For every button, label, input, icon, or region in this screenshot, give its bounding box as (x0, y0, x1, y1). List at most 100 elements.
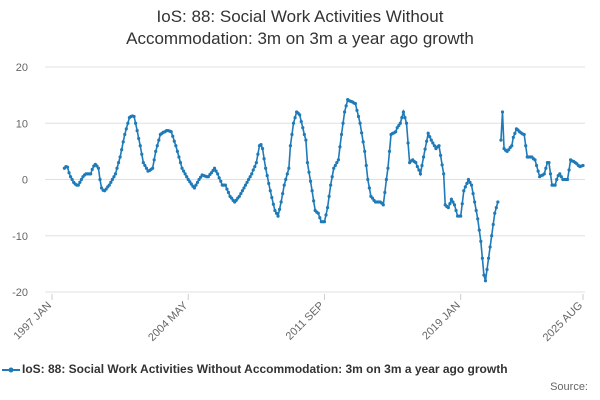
data-point (133, 121, 138, 125)
data-point (500, 110, 505, 114)
data-point (471, 191, 475, 196)
data-point (466, 177, 471, 182)
data-point (277, 207, 282, 211)
data-point (473, 200, 477, 204)
data-point (353, 101, 358, 106)
data-point (483, 279, 488, 283)
data-point (420, 163, 424, 168)
data-point (469, 183, 474, 187)
data-point (358, 121, 362, 125)
data-point (341, 121, 345, 125)
data-point (143, 163, 147, 168)
data-point (107, 183, 111, 187)
data-point (68, 175, 73, 179)
data-point (387, 149, 392, 153)
data-point (415, 164, 419, 169)
y-tick-label: -10 (12, 231, 28, 243)
data-point (386, 166, 390, 170)
data-point (454, 208, 458, 213)
data-point (104, 187, 108, 191)
y-tick-label: 0 (22, 175, 28, 187)
data-point (281, 191, 285, 196)
x-tick-label: 2025 AUG (541, 300, 585, 344)
data-point (428, 135, 432, 139)
data-point (370, 196, 375, 200)
data-point (463, 185, 467, 189)
data-point (438, 153, 443, 157)
data-point (361, 140, 365, 144)
data-point (581, 163, 585, 168)
data-point (113, 172, 118, 176)
data-point (558, 172, 562, 176)
data-point (271, 202, 275, 206)
data-point (451, 200, 455, 204)
data-point (400, 116, 404, 120)
data-point (493, 211, 497, 215)
data-point (559, 175, 563, 179)
data-point (342, 110, 347, 114)
data-point (96, 166, 101, 170)
data-point (194, 183, 198, 187)
data-point (116, 161, 121, 165)
x-tick-label: 2019 JAN (420, 300, 463, 343)
data-point (406, 141, 410, 145)
data-point (109, 180, 113, 184)
data-point (421, 155, 426, 159)
data-point (141, 161, 145, 165)
data-point (188, 180, 192, 184)
data-point (226, 190, 231, 195)
data-point (99, 186, 104, 190)
data-point (401, 110, 406, 114)
legend-dot (8, 367, 14, 373)
data-point (189, 182, 193, 186)
data-point (440, 163, 444, 167)
legend-label: IoS: 88: Social Work Activities Without … (22, 362, 508, 376)
data-point (423, 147, 427, 151)
data-point (124, 127, 128, 131)
data-point (265, 173, 269, 178)
data-point (536, 169, 540, 173)
data-point (225, 187, 229, 191)
data-point (494, 206, 498, 210)
data-point (355, 108, 359, 112)
data-point (126, 121, 130, 125)
data-point (67, 171, 71, 175)
data-point (299, 119, 303, 124)
data-point (522, 132, 526, 137)
data-point (544, 166, 548, 170)
data-point (219, 179, 223, 183)
data-point (486, 256, 491, 260)
data-point (174, 144, 178, 148)
data-point (364, 163, 368, 168)
y-tick-label: -20 (12, 287, 28, 299)
data-point (425, 139, 429, 143)
data-point (329, 183, 333, 187)
data-point (474, 208, 478, 213)
data-point (442, 172, 446, 176)
data-point (499, 138, 503, 142)
data-point (403, 116, 407, 120)
data-point (293, 116, 297, 120)
data-point (488, 245, 492, 249)
data-point (138, 144, 142, 148)
data-point (197, 177, 201, 182)
data-point (567, 168, 571, 172)
data-point (335, 161, 339, 165)
data-point (186, 177, 190, 182)
data-point (468, 180, 472, 184)
data-point (302, 132, 306, 137)
data-point (273, 208, 277, 213)
data-point (316, 211, 320, 215)
data-point (78, 180, 82, 184)
data-point (363, 149, 367, 153)
data-point (547, 161, 551, 165)
data-point (332, 166, 336, 170)
data-point (325, 206, 330, 210)
data-point (383, 190, 387, 195)
data-point (247, 177, 251, 182)
data-point (172, 139, 176, 143)
data-point (333, 163, 337, 168)
data-point (448, 202, 452, 206)
data-point (264, 166, 268, 170)
data-point (301, 126, 305, 130)
